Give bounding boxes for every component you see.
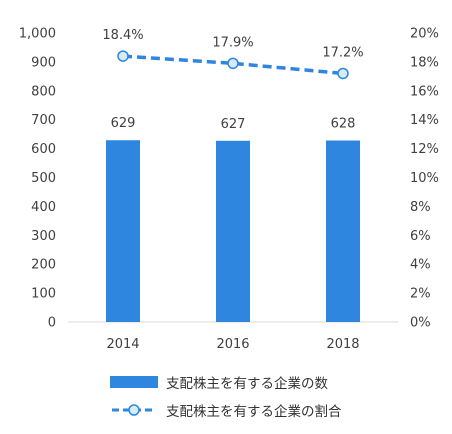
y-left-tick-label: 600: [31, 142, 56, 157]
y-right-tick-label: 4%: [410, 258, 431, 273]
bar-data-label: 629: [111, 116, 136, 131]
y-left-tick-label: 0: [48, 316, 56, 331]
bar: [216, 140, 250, 322]
legend-bar-label: 支配株主を有する企業の数: [166, 376, 328, 392]
y-right-tick-label: 10%: [410, 171, 439, 186]
y-left-tick-label: 200: [31, 258, 56, 273]
legend-bar-swatch: [110, 376, 158, 388]
line-point: [337, 67, 349, 80]
line-point: [227, 57, 239, 70]
legend-item-bar: 支配株主を有する企業の数: [110, 372, 328, 392]
y-left-tick-label: 100: [31, 287, 56, 302]
y-left-tick-label: 1,000: [19, 27, 56, 42]
y-left-tick-label: 300: [31, 229, 56, 244]
y-left-tick-label: 400: [31, 200, 56, 215]
y-right-tick-label: 8%: [410, 200, 431, 215]
line-data-label: 17.9%: [212, 35, 253, 50]
data-labels-group: 629 627 628 18.4% 17.9% 17.2%: [102, 28, 363, 132]
x-tick-label: 2016: [216, 337, 249, 352]
bar: [106, 140, 140, 322]
axes-group: 0 100 200 300 400 500 600 700 800 900 1,000 0% 2% 4% 6…: [19, 27, 439, 353]
y-left-tick-label: 900: [31, 55, 56, 70]
y-right-tick-label: 20%: [410, 27, 439, 42]
legend-item-line: 支配株主を有する企業の割合: [110, 400, 342, 420]
legend-line-label: 支配株主を有する企業の割合: [166, 404, 342, 420]
line-series-group: [117, 50, 349, 80]
y-right-tick-label: 2%: [410, 287, 431, 302]
bar-data-label: 628: [331, 117, 356, 132]
bar-series-group: [106, 140, 360, 322]
y-left-tick-label: 800: [31, 84, 56, 99]
y-right-tick-label: 16%: [410, 84, 439, 99]
y-left-tick-label: 500: [31, 171, 56, 186]
line-point: [117, 50, 129, 62]
y-right-tick-label: 6%: [410, 229, 431, 244]
bar-data-label: 627: [221, 117, 246, 132]
y-right-tick-label: 18%: [410, 55, 439, 70]
y-right-tick-label: 12%: [410, 142, 439, 157]
legend-line-swatch: [112, 404, 156, 416]
line-data-label: 18.4%: [102, 28, 143, 43]
bar: [326, 140, 360, 322]
y-right-tick-label: 0%: [410, 316, 431, 331]
y-left-tick-label: 700: [31, 113, 56, 128]
line-data-label: 17.2%: [322, 45, 363, 60]
line-series-path: [122, 54, 344, 76]
x-tick-label: 2014: [106, 337, 139, 352]
y-right-tick-label: 14%: [410, 113, 439, 128]
x-tick-label: 2018: [326, 337, 359, 352]
